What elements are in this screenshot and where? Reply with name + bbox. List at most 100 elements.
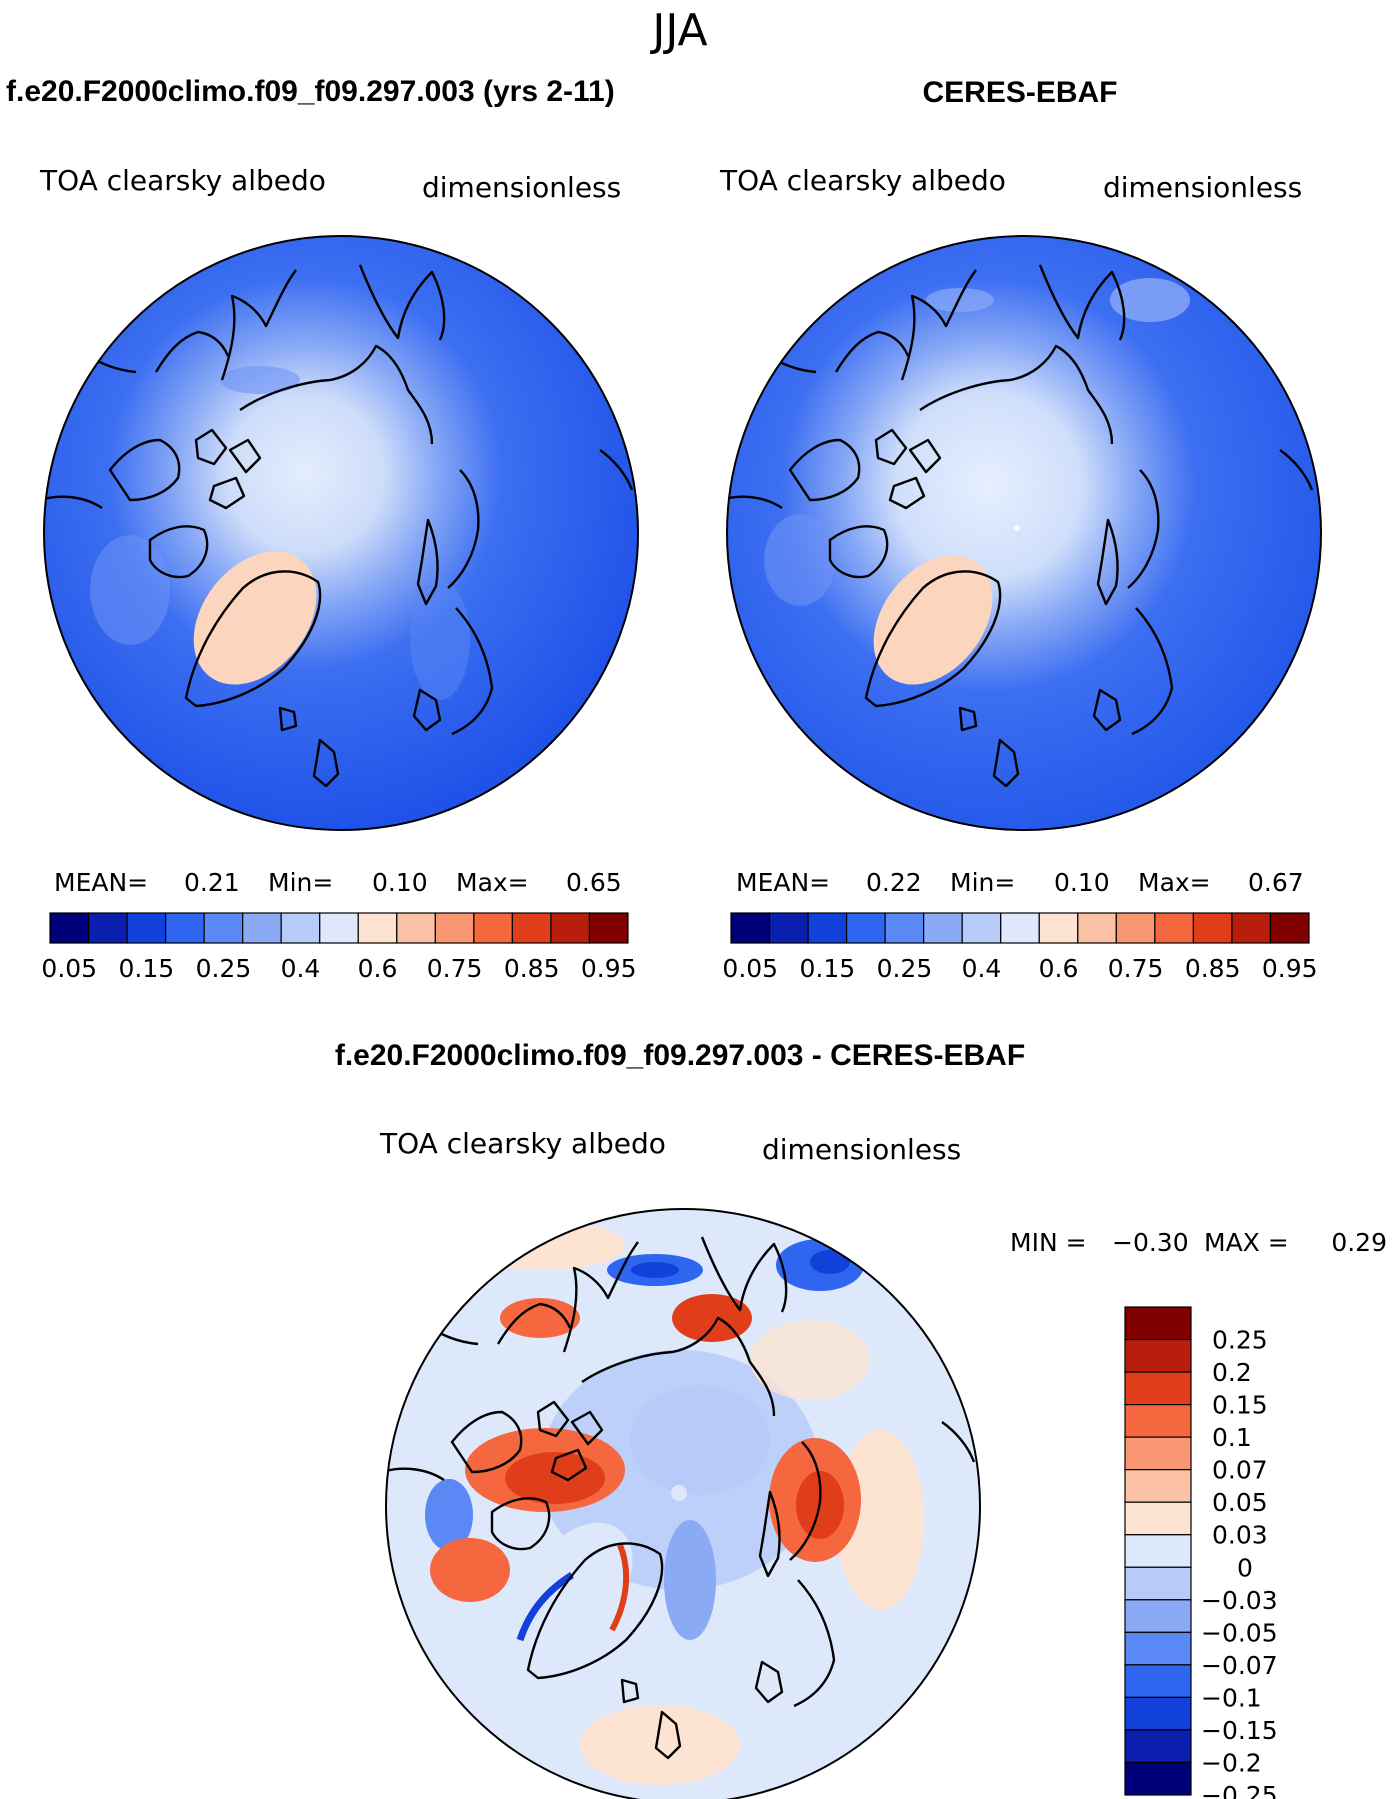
diff-colorbar-swatch xyxy=(1124,1599,1192,1633)
diff-colorbar-tick-label: 0.07 xyxy=(1212,1456,1268,1485)
obs-colorbar-swatch xyxy=(1269,912,1310,944)
model-colorbar-swatch xyxy=(87,912,128,944)
diff-colorbar-tick-label: −0.05 xyxy=(1201,1618,1278,1647)
model-colorbar: 0.05 0.15 0.25 0.4 0.6 0.75 0.85 0.95 xyxy=(41,912,637,983)
diff-colorbar-tick-label: 0.05 xyxy=(1212,1488,1268,1517)
model-colorbar-tick-label: 0.15 xyxy=(118,954,174,983)
diff-max-value: 0.29 xyxy=(1331,1228,1387,1257)
model-colorbar-swatch xyxy=(242,912,282,944)
model-max-value: 0.65 xyxy=(566,868,622,897)
model-mean-label: MEAN= xyxy=(54,868,148,897)
model-colorbar-tick-label: 0.4 xyxy=(281,954,321,983)
model-greenland-field xyxy=(193,551,317,685)
model-stats: MEAN= 0.21 Min= 0.10 Max= 0.65 xyxy=(54,868,622,897)
obs-max-label: Max= xyxy=(1138,868,1211,897)
diff-colorbar-swatch xyxy=(1124,1696,1192,1731)
obs-colorbar-swatch xyxy=(923,912,963,944)
obs-colorbar-swatch xyxy=(807,912,848,944)
diff-colorbar-swatch xyxy=(1124,1403,1192,1438)
diff-min-value: −0.30 xyxy=(1112,1228,1189,1257)
diff-colorbar-tick-label: −0.2 xyxy=(1201,1748,1262,1777)
obs-colorbar: 0.05 0.15 0.25 0.4 0.6 0.75 0.85 0.95 xyxy=(722,912,1318,983)
diff-polar-map xyxy=(385,1208,981,1799)
model-colorbar-swatch xyxy=(319,912,359,944)
diff-colorbar-tick-label: −0.15 xyxy=(1201,1716,1278,1745)
diff-colorbar-tick-label: −0.07 xyxy=(1201,1651,1278,1680)
model-colorbar-swatch xyxy=(280,912,321,944)
model-min-label: Min= xyxy=(268,868,333,897)
diff-colorbar-swatch xyxy=(1124,1338,1192,1373)
season-title: JJA xyxy=(649,5,707,56)
diff-colorbar-swatch xyxy=(1124,1566,1192,1601)
model-colorbar-tick-label: 0.05 xyxy=(41,954,97,983)
obs-colorbar-tick-label: 0.85 xyxy=(1185,954,1241,983)
model-colorbar-swatch xyxy=(396,912,436,944)
model-colorbar-tick-label: 0.6 xyxy=(358,954,398,983)
diff-colorbar-tick-label: 0.1 xyxy=(1212,1423,1252,1452)
obs-colorbar-tick-label: 0.15 xyxy=(799,954,855,983)
obs-colorbar-swatch xyxy=(1154,912,1195,944)
obs-units-label: dimensionless xyxy=(1103,171,1302,204)
diff-colorbar-tick-label: −0.1 xyxy=(1201,1683,1262,1712)
model-colorbar-tick-label: 0.85 xyxy=(504,954,560,983)
model-colorbar-swatch xyxy=(203,912,244,944)
model-colorbar-tick-label: 0.75 xyxy=(427,954,483,983)
obs-coastlines xyxy=(727,264,1314,788)
model-polar-map xyxy=(43,235,639,831)
obs-colorbar-swatch xyxy=(961,912,1002,944)
diff-colorbar-tick-label: 0 xyxy=(1237,1553,1253,1582)
model-colorbar-swatch xyxy=(165,912,205,944)
obs-colorbar-tick-label: 0.75 xyxy=(1108,954,1164,983)
model-colorbar-swatch xyxy=(473,912,514,944)
diff-colorbar-swatch xyxy=(1124,1761,1192,1796)
model-mean-value: 0.21 xyxy=(184,868,240,897)
obs-colorbar-swatch xyxy=(1000,912,1040,944)
obs-greenland-field xyxy=(873,555,993,685)
obs-stats: MEAN= 0.22 Min= 0.10 Max= 0.67 xyxy=(736,868,1304,897)
model-colorbar-swatch xyxy=(434,912,475,944)
model-colorbar-tick-label: 0.25 xyxy=(196,954,252,983)
diff-colorbar-swatch xyxy=(1124,1664,1192,1699)
obs-colorbar-swatch xyxy=(1192,912,1233,944)
diff-colorbar-tick-label: −0.25 xyxy=(1201,1781,1278,1799)
diff-colorbar-swatch xyxy=(1124,1371,1192,1406)
model-units-label: dimensionless xyxy=(422,171,621,204)
obs-min-label: Min= xyxy=(950,868,1015,897)
diff-colorbar-swatch xyxy=(1124,1729,1192,1764)
diff-min-label: MIN = xyxy=(1010,1228,1087,1257)
obs-variable-label: TOA clearsky albedo xyxy=(719,164,1006,197)
diff-colorbar-swatch xyxy=(1124,1469,1192,1503)
diff-colorbar: 0.25 0.2 0.15 0.1 0.07 0.05 0.03 0 −0.03 −0.05 −0.… xyxy=(1124,1306,1278,1799)
obs-panel-header: CERES-EBAF xyxy=(922,76,1117,109)
diff-colorbar-swatch xyxy=(1124,1306,1192,1341)
obs-max-value: 0.67 xyxy=(1248,868,1304,897)
model-colorbar-tick-label: 0.95 xyxy=(581,954,637,983)
diff-colorbar-swatch xyxy=(1124,1436,1192,1471)
diff-colorbar-tick-label: 0.03 xyxy=(1212,1521,1268,1550)
model-max-label: Max= xyxy=(456,868,529,897)
diff-stats: MIN = −0.30 MAX = 0.29 xyxy=(1010,1228,1387,1257)
obs-colorbar-swatch xyxy=(730,912,771,944)
obs-colorbar-tick-label: 0.05 xyxy=(722,954,778,983)
obs-colorbar-swatch xyxy=(1077,912,1117,944)
diff-variable-label: TOA clearsky albedo xyxy=(379,1127,666,1160)
model-min-value: 0.10 xyxy=(372,868,428,897)
obs-colorbar-tick-label: 0.95 xyxy=(1262,954,1318,983)
model-panel-header: f.e20.F2000climo.f09_f09.297.003 (yrs 2-… xyxy=(6,75,615,108)
obs-colorbar-swatch xyxy=(884,912,925,944)
obs-polar-map xyxy=(726,235,1322,831)
obs-colorbar-swatch xyxy=(845,912,886,944)
model-colorbar-swatch xyxy=(49,912,90,944)
diff-colorbar-tick-label: −0.03 xyxy=(1201,1586,1278,1615)
obs-colorbar-swatch xyxy=(1231,912,1272,944)
diff-units-label: dimensionless xyxy=(762,1133,961,1166)
model-colorbar-swatch xyxy=(588,912,629,944)
obs-mean-value: 0.22 xyxy=(866,868,922,897)
obs-colorbar-swatch xyxy=(1115,912,1156,944)
diff-colorbar-swatch xyxy=(1124,1631,1192,1666)
model-colorbar-swatch xyxy=(550,912,591,944)
obs-colorbar-swatch xyxy=(768,912,809,944)
diff-colorbar-swatch xyxy=(1124,1534,1192,1568)
diff-colorbar-tick-label: 0.25 xyxy=(1212,1326,1268,1355)
